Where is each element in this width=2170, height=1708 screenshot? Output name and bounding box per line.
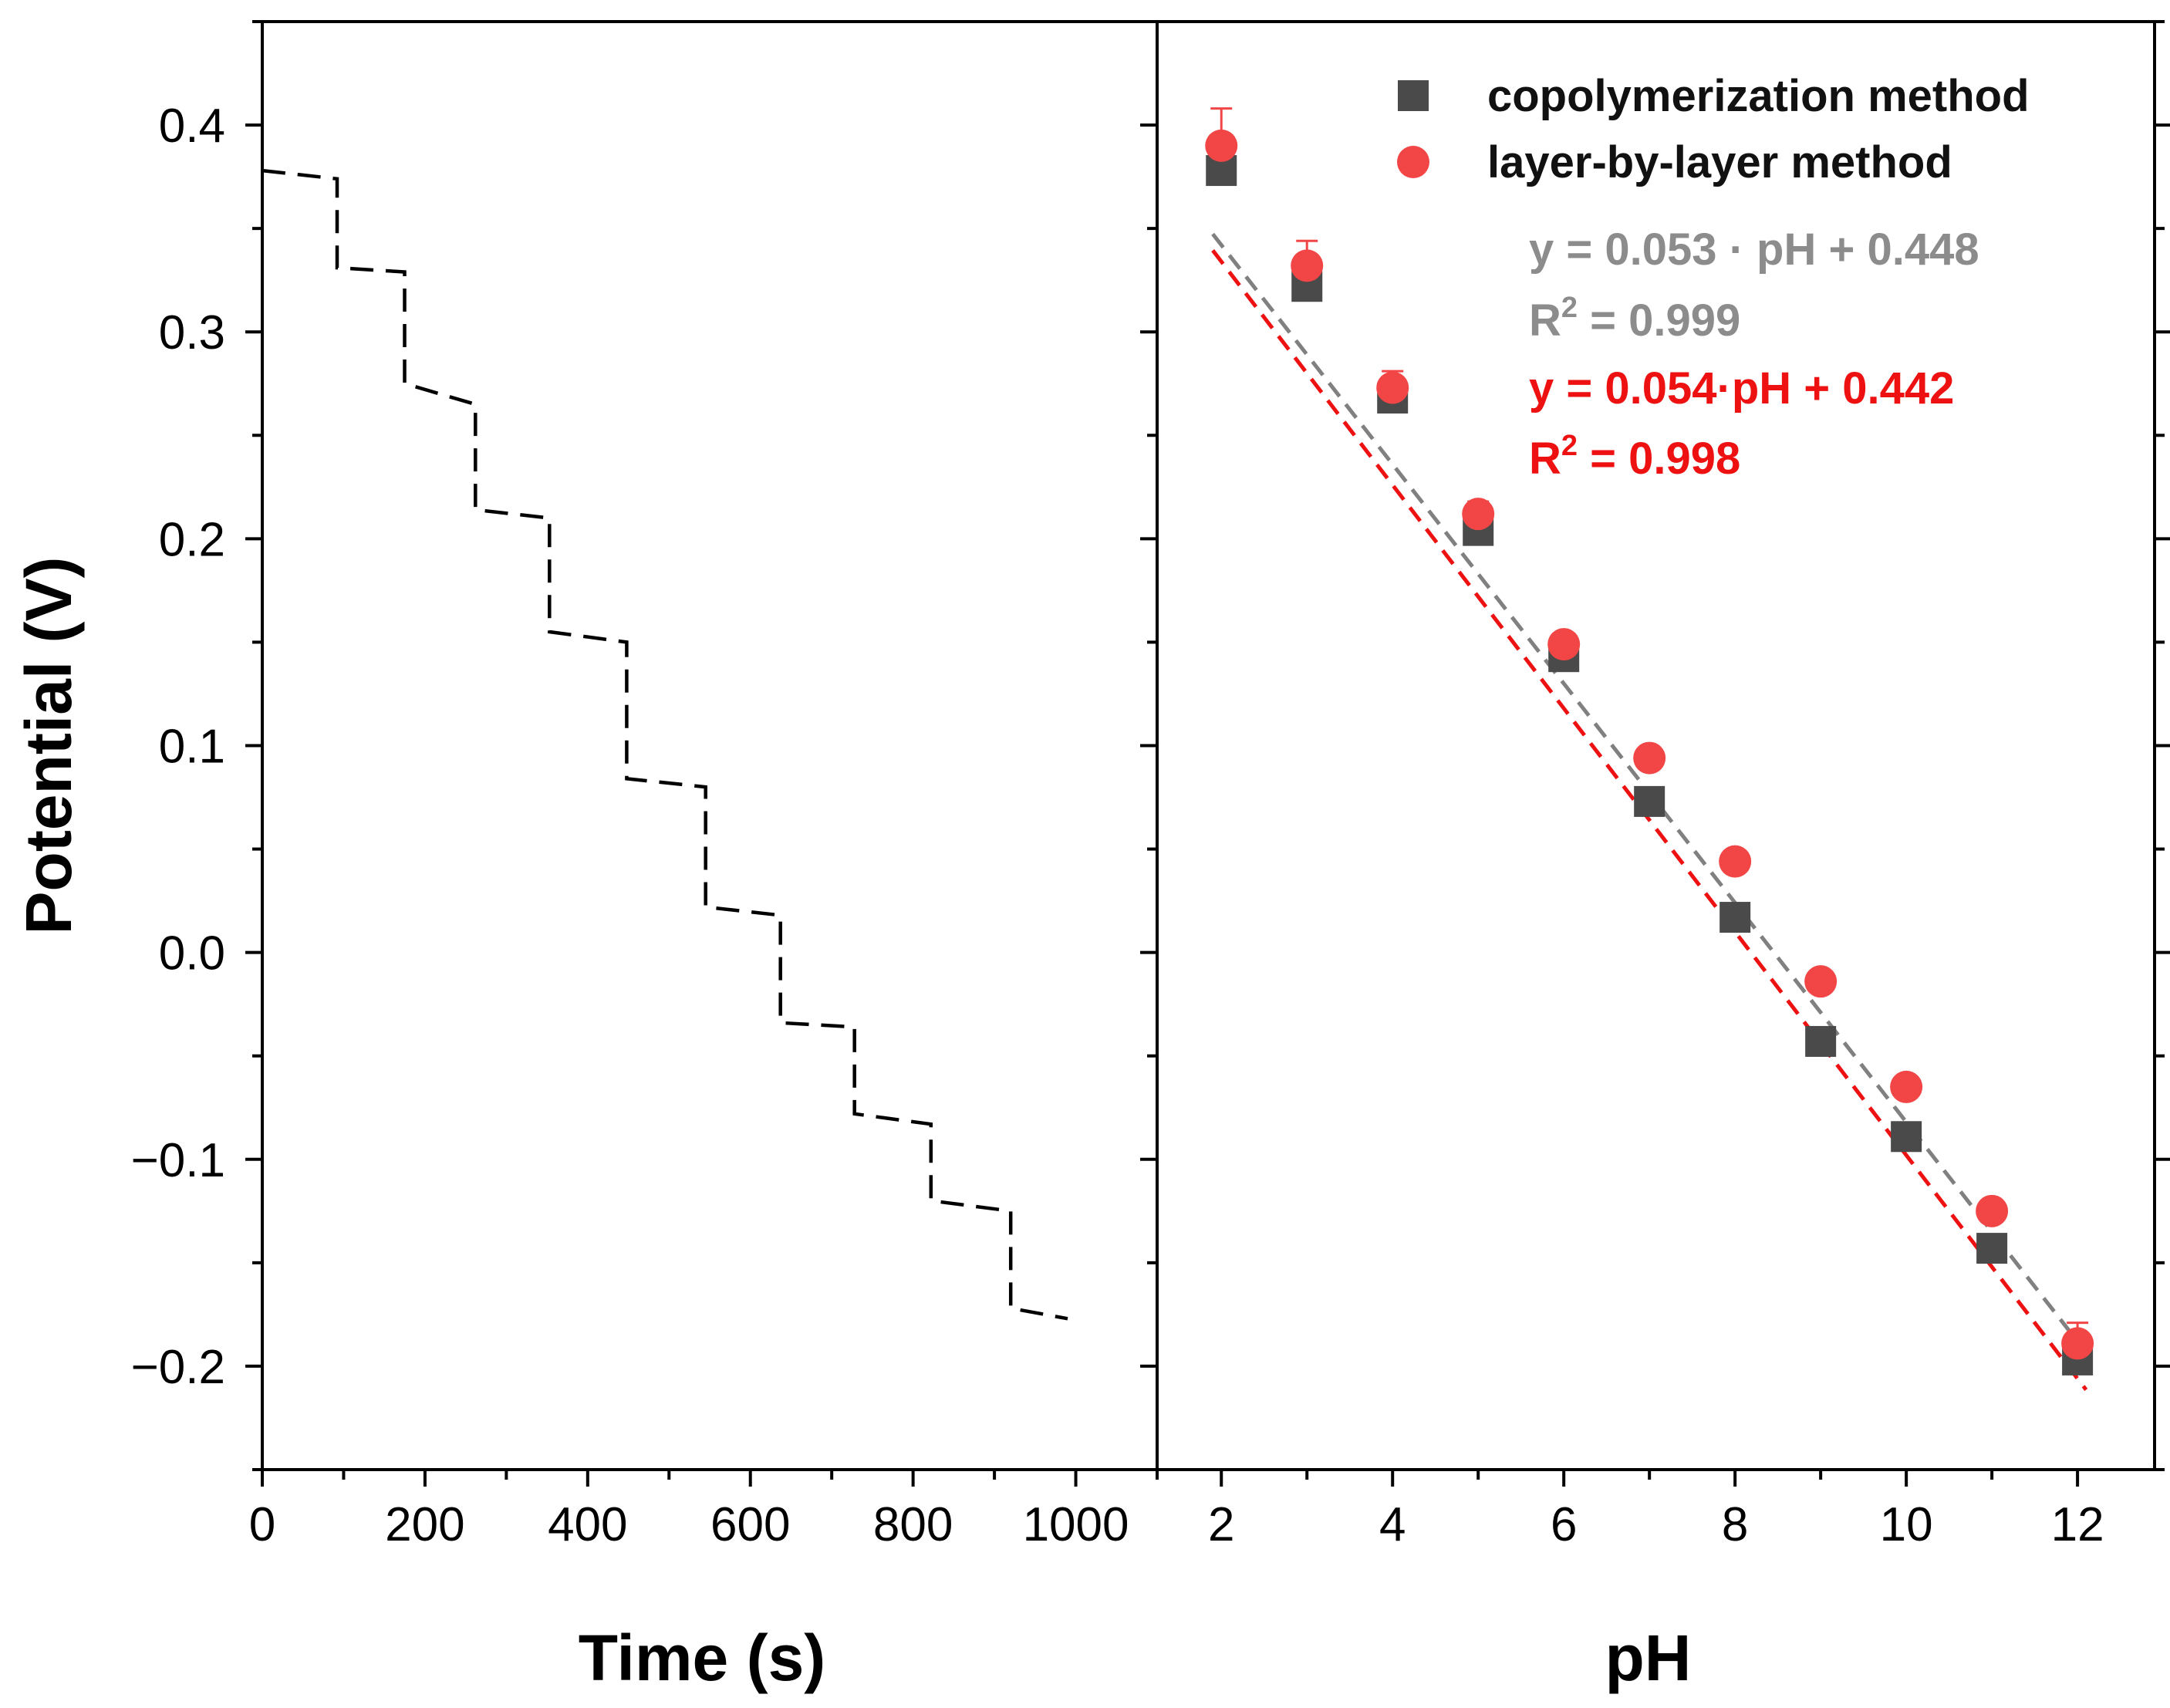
left-y-tick-label: 0.2 <box>159 513 225 566</box>
layer-by-layer-point <box>2061 1327 2094 1360</box>
left-y-tick-label: 0.0 <box>159 927 225 981</box>
layer-by-layer-point <box>1205 129 1238 162</box>
left-panel: −0.2 −0.1 0.0 0.1 0.2 0.3 0.4 0 200 400 600 800 100… <box>12 20 1159 1694</box>
left-y-tick-label: 0.3 <box>159 306 225 359</box>
layer-by-layer-point <box>1547 628 1581 661</box>
left-y-tick-label: −0.2 <box>131 1341 225 1394</box>
right-x-tick-label: 6 <box>1551 1498 1577 1551</box>
copolymerization-point <box>1805 1025 1837 1057</box>
copolymerization-r2: R2 = 0.999 <box>1529 292 1740 346</box>
potential-time-trace <box>262 168 1068 1321</box>
left-y-ticks: −0.2 −0.1 0.0 0.1 0.2 0.3 0.4 <box>131 20 262 1471</box>
right-x-axis-title: pH <box>1605 1622 1692 1694</box>
left-y-tick-label: 0.4 <box>159 100 225 153</box>
right-y-ticks <box>1140 20 2170 1471</box>
layer-by-layer-point <box>1804 965 1838 998</box>
right-x-tick-label: 2 <box>1208 1498 1234 1551</box>
y-axis-title: Potential (V) <box>12 556 85 934</box>
layer-by-layer-points <box>1205 129 2094 1360</box>
left-y-tick-label: −0.1 <box>131 1134 225 1187</box>
fit-equations: y = 0.053 · pH + 0.448 R2 = 0.999 y = 0.… <box>1529 224 1979 484</box>
legend: copolymerization method layer-by-layer m… <box>1397 71 2030 187</box>
layer-by-layer-point <box>1462 498 1495 531</box>
layer-by-layer-fit-line <box>1211 249 2088 1392</box>
layer-by-layer-r2: R2 = 0.998 <box>1529 430 1740 484</box>
left-x-tick-label: 1000 <box>1023 1498 1129 1551</box>
layer-by-layer-point <box>1719 845 1752 878</box>
left-x-tick-label: 800 <box>873 1498 953 1551</box>
right-x-tick-label: 10 <box>1880 1498 1933 1551</box>
copolymerization-point <box>1719 902 1751 933</box>
left-x-ticks: 0 200 400 600 800 1000 <box>249 1470 1159 1551</box>
copolymerization-point <box>1634 785 1665 817</box>
right-x-ticks: 2 4 6 8 10 12 <box>1208 1470 2104 1551</box>
layer-by-layer-point <box>1890 1070 1923 1103</box>
copolymerization-point <box>1891 1121 1922 1153</box>
layer-by-layer-equation: y = 0.054·pH + 0.442 <box>1529 363 1954 413</box>
left-x-tick-label: 400 <box>548 1498 627 1551</box>
legend-circle-marker <box>1397 146 1429 178</box>
layer-by-layer-point <box>1976 1194 2009 1227</box>
left-plot-frame <box>261 20 1159 1471</box>
left-x-tick-label: 0 <box>249 1498 275 1551</box>
legend-square-marker <box>1398 80 1429 111</box>
right-x-tick-label: 8 <box>1722 1498 1748 1551</box>
left-x-axis-title: Time (s) <box>579 1622 826 1694</box>
left-y-tick-label: 0.1 <box>159 721 225 774</box>
layer-by-layer-point <box>1376 371 1409 404</box>
copolymerization-equation: y = 0.053 · pH + 0.448 <box>1529 224 1979 275</box>
layer-by-layer-point <box>1291 249 1324 282</box>
copolymerization-point <box>1976 1233 2008 1264</box>
left-x-tick-label: 600 <box>710 1498 790 1551</box>
left-x-tick-label: 200 <box>385 1498 464 1551</box>
layer-by-layer-error-bars <box>1210 107 2089 1344</box>
right-x-tick-label: 4 <box>1379 1498 1406 1551</box>
right-panel: 2 4 6 8 10 12 pH copolymerization method laye… <box>1140 20 2170 1694</box>
legend-label-copolymerization: copolymerization method <box>1487 71 2030 121</box>
legend-label-layer-by-layer: layer-by-layer method <box>1487 137 1952 187</box>
right-x-tick-label: 12 <box>2051 1498 2104 1551</box>
layer-by-layer-point <box>1633 741 1666 775</box>
